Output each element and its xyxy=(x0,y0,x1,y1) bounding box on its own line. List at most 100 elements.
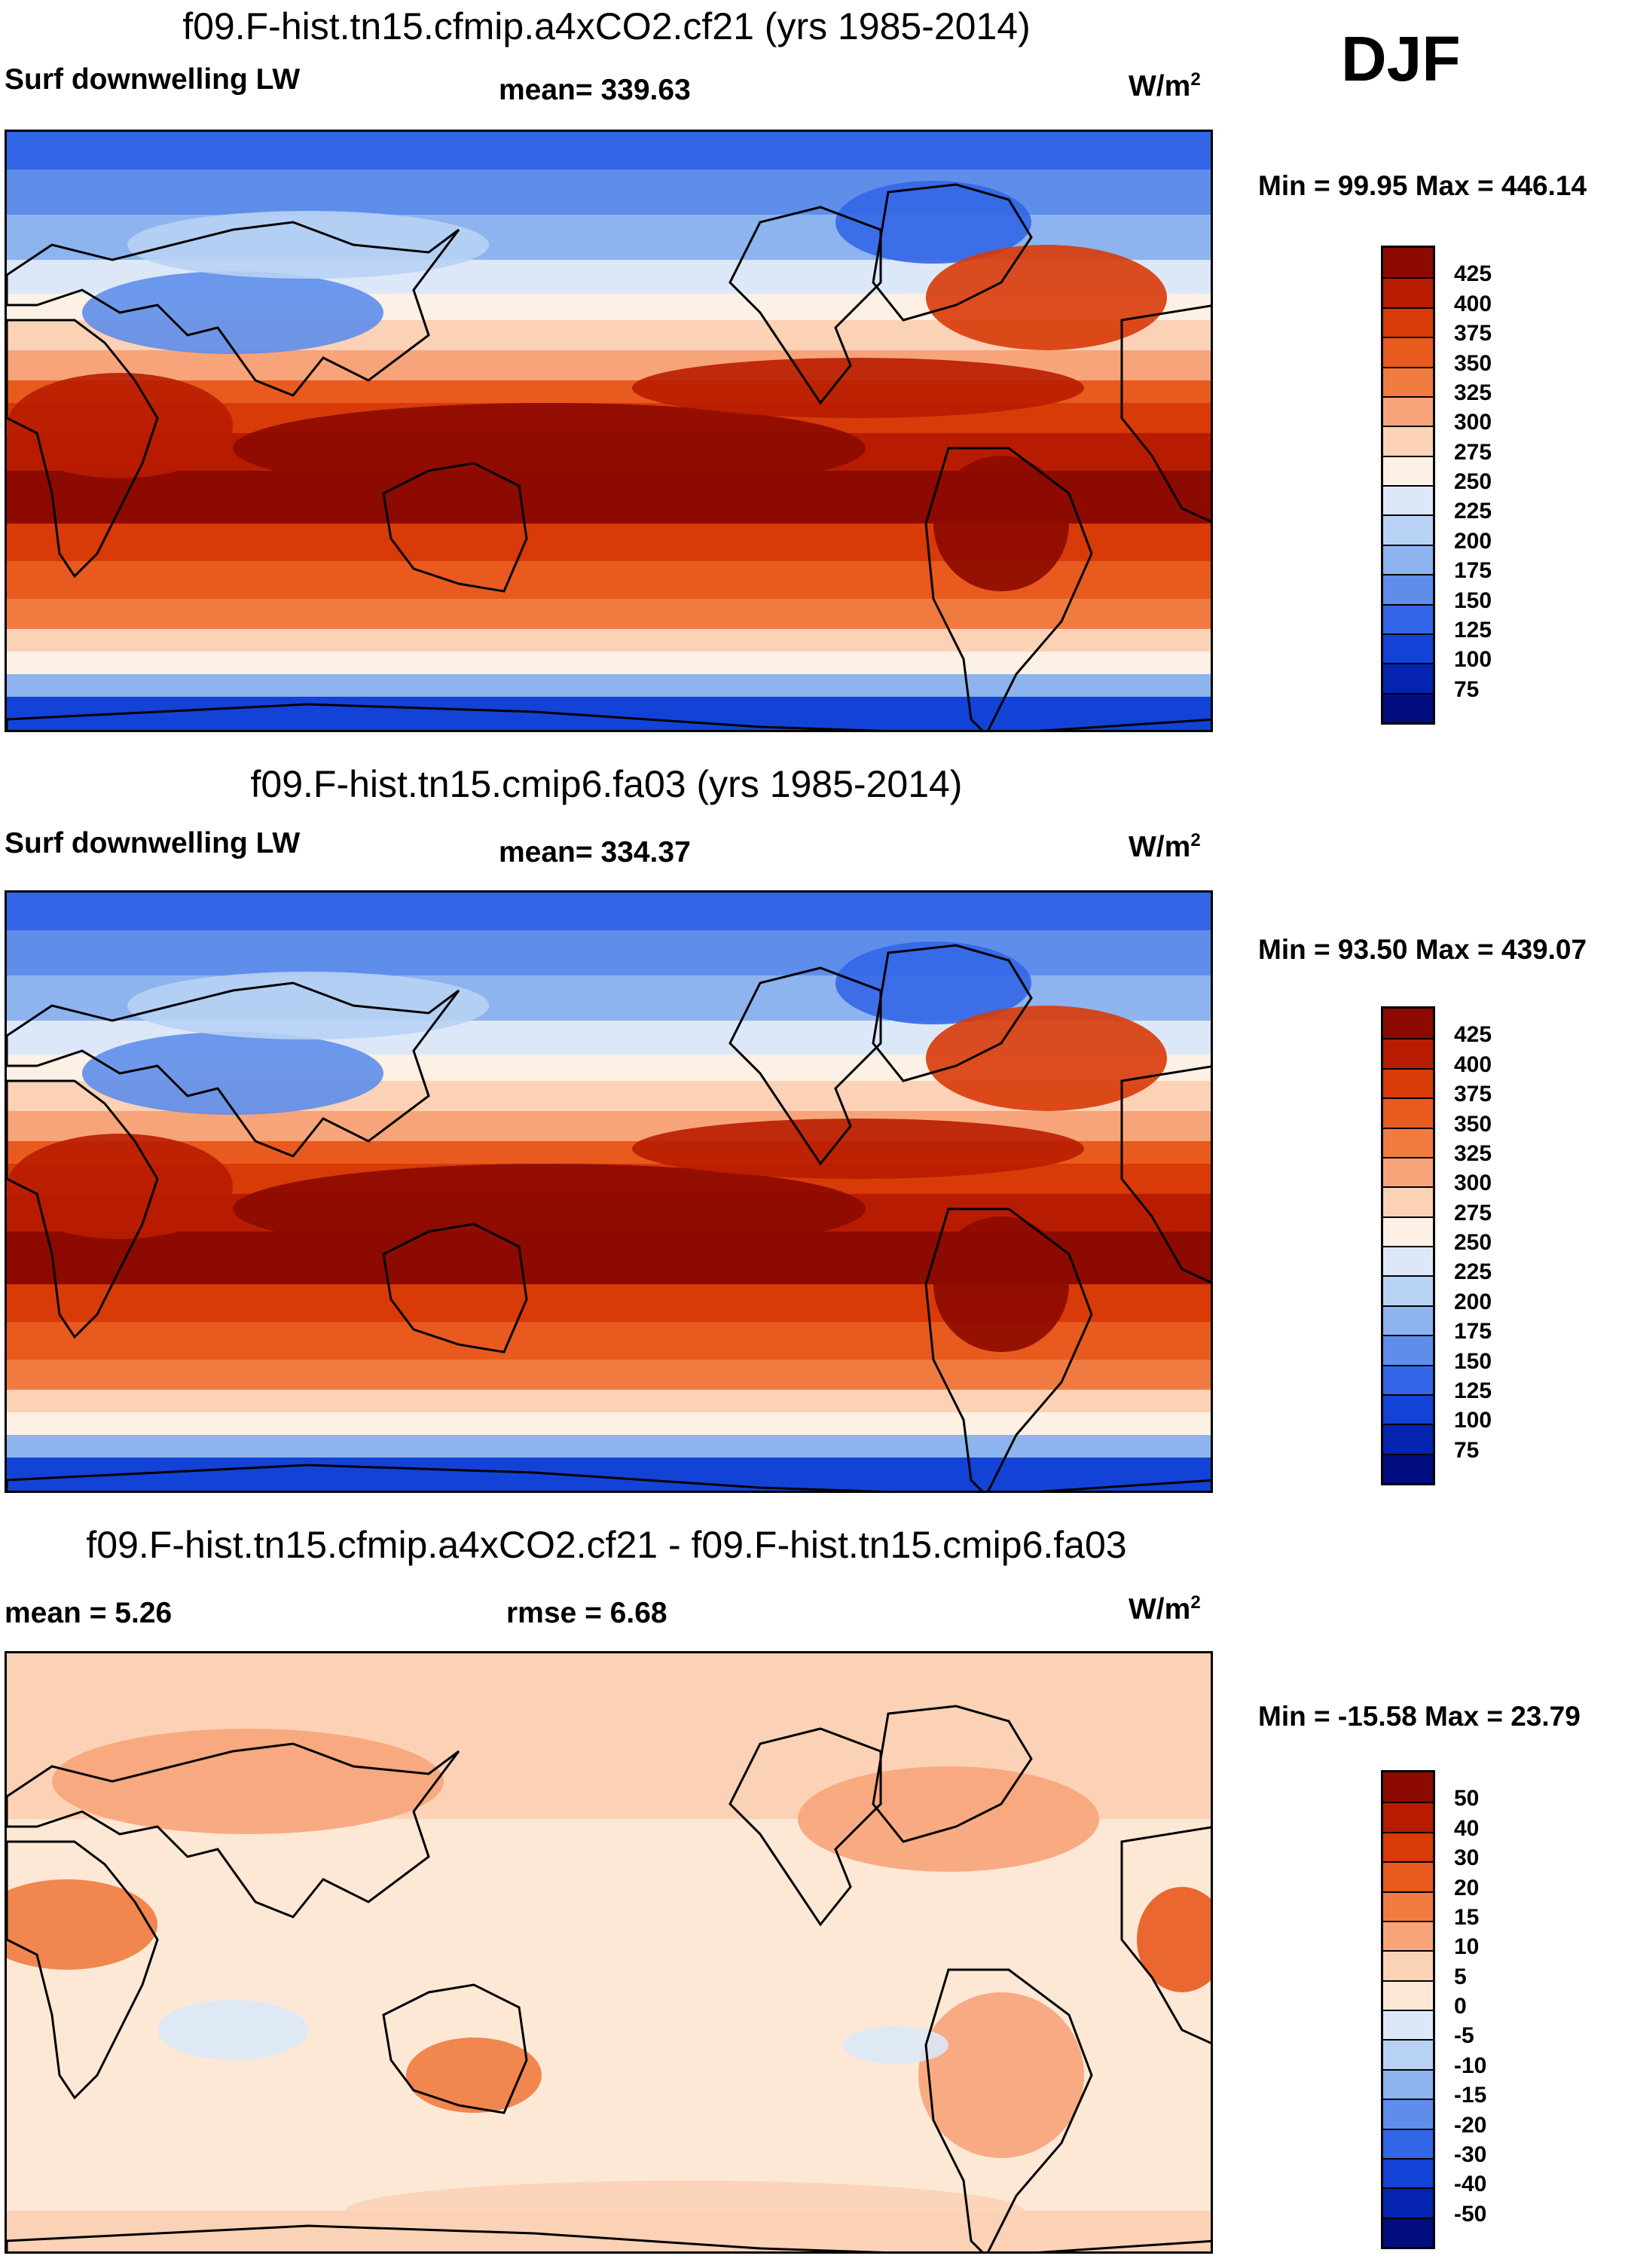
colorbar-tick-label: 125 xyxy=(1454,1378,1492,1403)
panel-3-units-sup: 2 xyxy=(1190,1592,1201,1613)
colorbar-swatch xyxy=(1383,2068,1433,2099)
colorbar-swatch xyxy=(1383,1980,1433,2010)
coastline xyxy=(382,1983,528,2114)
map-latitude-band xyxy=(7,930,1211,975)
coastline xyxy=(382,462,528,593)
colorbar-swatch xyxy=(1383,485,1433,515)
colorbar-tick-label: -20 xyxy=(1454,2112,1487,2138)
colorbar-swatch xyxy=(1383,1950,1433,1980)
map-field-anomaly xyxy=(835,181,1031,264)
colorbar-swatch xyxy=(1383,248,1433,278)
map-latitude-band xyxy=(7,1435,1211,1458)
map-field-anomaly xyxy=(406,2038,542,2113)
map-latitude-band xyxy=(7,169,1211,215)
colorbar-tick-label: -40 xyxy=(1454,2172,1487,2197)
colorbar-tick-label: -5 xyxy=(1454,2023,1474,2049)
colorbar-swatch xyxy=(1383,633,1433,664)
panel-2-minmax: Min = 93.50 Max = 439.07 xyxy=(1258,934,1587,965)
colorbar-swatch xyxy=(1383,1424,1433,1454)
colorbar-swatch xyxy=(1383,544,1433,575)
colorbar-tick-label: 225 xyxy=(1454,499,1492,524)
colorbar-swatch xyxy=(1383,1772,1433,1802)
colorbar-tick-label: 250 xyxy=(1454,469,1492,494)
colorbar-swatch xyxy=(1383,1216,1433,1246)
panel-3-colorbar xyxy=(1381,1770,1435,2249)
colorbar-tick-label: 125 xyxy=(1454,617,1492,643)
coastline xyxy=(382,1223,528,1354)
colorbar-tick-label: -15 xyxy=(1454,2083,1487,2108)
colorbar-swatch xyxy=(1383,2157,1433,2188)
colorbar-swatch xyxy=(1383,1127,1433,1157)
colorbar-tick-label: -50 xyxy=(1454,2201,1487,2227)
map-latitude-band xyxy=(7,599,1211,629)
colorbar-swatch xyxy=(1383,1920,1433,1951)
colorbar-swatch xyxy=(1383,1891,1433,1921)
panel-2-units-text: W/m xyxy=(1129,831,1191,863)
coastline xyxy=(7,2224,1211,2251)
coastline xyxy=(7,1840,159,2100)
colorbar-tick-label: 225 xyxy=(1454,1259,1492,1285)
map-field-anomaly xyxy=(127,972,489,1039)
colorbar-tick-label: 100 xyxy=(1454,1408,1492,1433)
colorbar-swatch xyxy=(1383,1246,1433,1276)
panel-2-title: f09.F-hist.tn15.cmip6.fa03 (yrs 1985-201… xyxy=(250,763,963,805)
panel-3-minmax: Min = -15.58 Max = 23.79 xyxy=(1258,1701,1581,1732)
colorbar-tick-label: 0 xyxy=(1454,1994,1467,2019)
map-field-anomaly xyxy=(933,1216,1069,1352)
colorbar-tick-label: -10 xyxy=(1454,2053,1487,2078)
map-field-anomaly xyxy=(157,2000,308,2060)
map-field-anomaly xyxy=(835,942,1031,1024)
colorbar-tick-label: 300 xyxy=(1454,1171,1492,1196)
colorbar-swatch xyxy=(1383,1097,1433,1128)
colorbar-tick-label: 20 xyxy=(1454,1875,1480,1900)
coastline xyxy=(7,1464,1211,1491)
coastline xyxy=(729,966,882,1166)
panel-2-map xyxy=(5,890,1213,1493)
map-field-anomaly xyxy=(52,1729,444,1834)
colorbar-swatch xyxy=(1383,692,1433,722)
colorbar-swatch xyxy=(1383,1186,1433,1216)
panel-1-units: W/m2 xyxy=(1129,69,1201,103)
map-latitude-band xyxy=(7,1390,1211,1412)
panel-1-units-sup: 2 xyxy=(1190,69,1201,90)
coastline xyxy=(729,206,882,405)
coastline xyxy=(924,447,1093,730)
colorbar-swatch xyxy=(1383,1453,1433,1483)
coastline xyxy=(7,703,1211,730)
coastline xyxy=(872,183,1033,322)
colorbar-swatch xyxy=(1383,2010,1433,2040)
colorbar-swatch xyxy=(1383,1802,1433,1832)
map-field-anomaly xyxy=(926,1006,1167,1111)
colorbar-tick-label: 10 xyxy=(1454,1934,1480,1960)
colorbar-tick-label: 325 xyxy=(1454,380,1492,405)
colorbar-tick-label: 175 xyxy=(1454,558,1492,584)
panel-1-mean-label: mean= 339.63 xyxy=(499,74,691,106)
colorbar-tick-label: 150 xyxy=(1454,588,1492,613)
panel-2-colorbar xyxy=(1381,1006,1435,1485)
map-plot xyxy=(7,132,1211,730)
map-latitude-band xyxy=(7,652,1211,674)
colorbar-swatch xyxy=(1383,2039,1433,2069)
colorbar-swatch xyxy=(1383,366,1433,396)
colorbar-swatch xyxy=(1383,574,1433,604)
colorbar-swatch xyxy=(1383,1335,1433,1365)
colorbar-tick-label: 400 xyxy=(1454,1052,1492,1077)
map-latitude-band xyxy=(7,132,1211,169)
panel-3-units-text: W/m xyxy=(1129,1593,1191,1625)
colorbar-tick-label: 100 xyxy=(1454,647,1492,673)
colorbar-tick-label: 375 xyxy=(1454,321,1492,346)
season-label: DJF xyxy=(1341,23,1461,94)
colorbar-tick-label: 425 xyxy=(1454,1022,1492,1048)
coastline xyxy=(729,1727,882,1927)
colorbar-swatch xyxy=(1383,2217,1433,2247)
colorbar-tick-label: 40 xyxy=(1454,1815,1480,1841)
map-field-anomaly xyxy=(1137,1887,1211,1992)
colorbar-tick-label: 325 xyxy=(1454,1140,1492,1166)
colorbar-tick-label: 75 xyxy=(1454,676,1480,702)
colorbar-swatch xyxy=(1383,603,1433,633)
map-field-anomaly xyxy=(926,245,1167,350)
map-latitude-band xyxy=(7,893,1211,930)
colorbar-tick-label: 175 xyxy=(1454,1319,1492,1345)
colorbar-tick-label: 5 xyxy=(1454,1964,1467,1989)
coastline xyxy=(872,944,1033,1082)
